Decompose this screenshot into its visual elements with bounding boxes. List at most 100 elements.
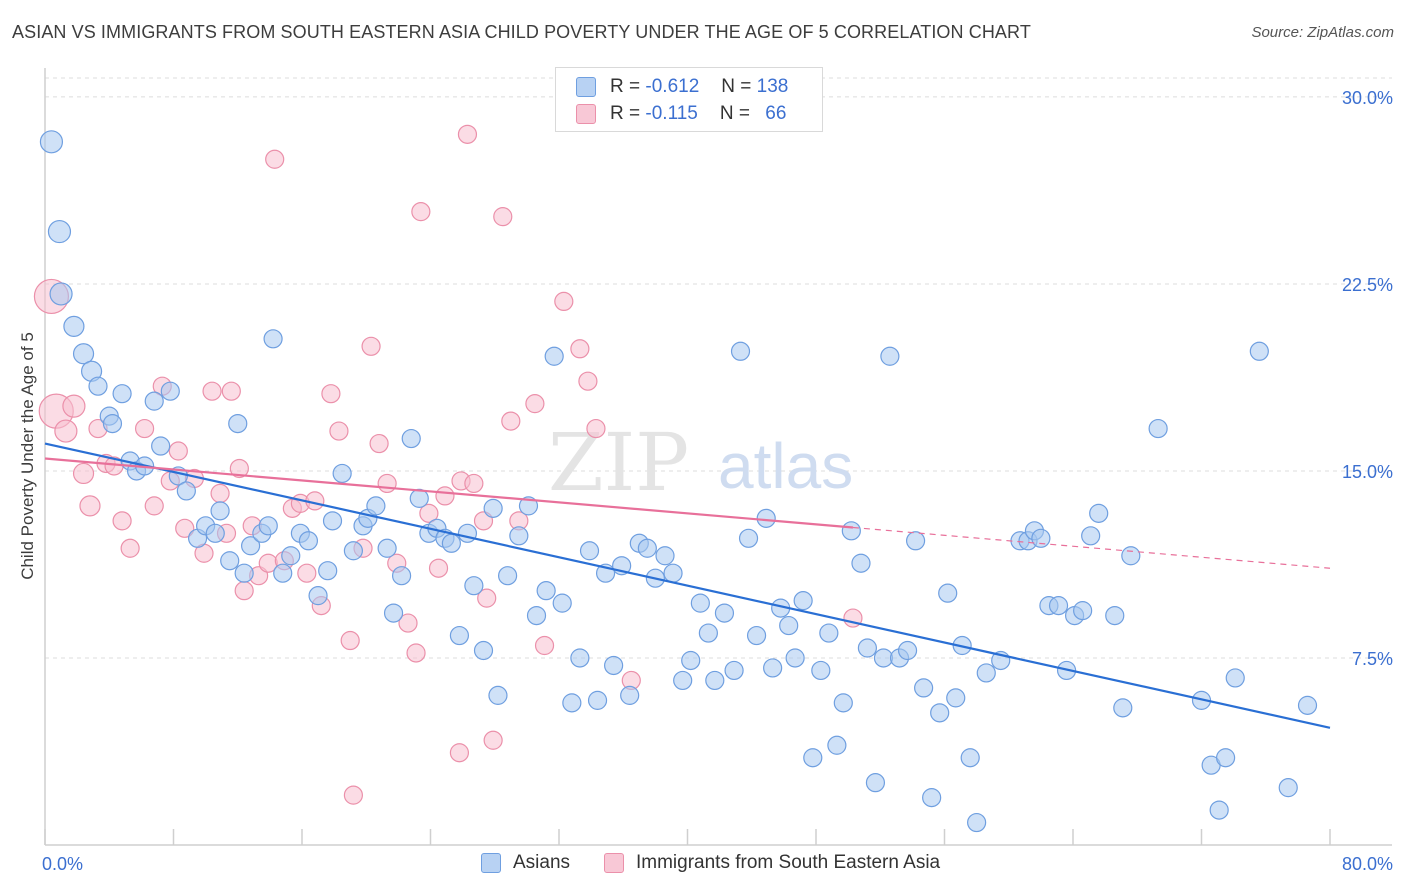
data-point-immigrants: [202, 381, 222, 401]
data-point-immigrants: [134, 418, 155, 439]
data-point-immigrants: [221, 381, 241, 401]
data-point-immigrants: [457, 124, 478, 144]
data-point-asians: [449, 625, 470, 646]
legend-r-value-asians: -0.612: [645, 76, 700, 97]
data-point-immigrants: [411, 202, 431, 222]
data-point-asians: [746, 625, 767, 646]
data-point-asians: [526, 605, 547, 626]
data-point-asians: [914, 678, 934, 698]
data-point-immigrants: [54, 419, 78, 443]
legend-label-immigrants: Immigrants from South Eastern Asia: [636, 852, 941, 873]
data-point-immigrants: [570, 339, 590, 359]
data-point-asians: [332, 463, 352, 484]
tick-labels: 7.5% 15.0% 22.5% 30.0% 0.0% 80.0%: [42, 88, 1393, 874]
data-point-asians: [827, 735, 847, 755]
data-point-immigrants: [483, 730, 503, 750]
data-point-asians: [281, 546, 301, 566]
data-point-asians: [464, 576, 484, 596]
data-point-asians: [587, 690, 608, 710]
data-point-asians: [322, 511, 343, 531]
data-point-asians: [785, 648, 805, 668]
correlation-legend: R = -0.612 N = 138 R = -0.115 N = 66: [555, 67, 823, 132]
y-tick-label: 15.0%: [1342, 462, 1393, 482]
data-point-asians: [49, 282, 73, 306]
data-point-asians: [441, 533, 461, 553]
legend-n-value-asians: 138: [756, 76, 789, 97]
data-point-asians: [851, 553, 871, 573]
data-point-asians: [1249, 341, 1269, 361]
data-point-asians: [976, 663, 996, 683]
data-point-immigrants: [72, 462, 95, 485]
data-point-asians: [620, 685, 640, 705]
data-point-asians: [205, 523, 225, 543]
data-point-asians: [946, 688, 966, 708]
data-point-asians: [570, 648, 590, 668]
data-point-asians: [318, 561, 338, 581]
data-point-immigrants: [554, 291, 574, 312]
data-point-asians: [1048, 596, 1069, 616]
data-point-asians: [47, 219, 72, 244]
legend-item-immigrants[interactable]: Immigrants from South Eastern Asia: [604, 852, 940, 874]
data-point-asians: [690, 593, 710, 613]
data-point-asians: [705, 670, 725, 691]
data-point-asians: [488, 685, 508, 705]
data-point-asians: [897, 640, 918, 661]
data-point-immigrants: [501, 411, 521, 431]
data-point-asians: [698, 623, 718, 643]
data-point-asians: [1031, 528, 1051, 548]
data-point-immigrants: [120, 538, 140, 558]
data-point-asians: [39, 130, 64, 154]
data-point-asians: [938, 583, 958, 603]
data-point-asians: [234, 563, 254, 583]
data-point-immigrants: [361, 336, 381, 356]
data-point-immigrants: [435, 486, 455, 506]
data-point-asians: [663, 563, 683, 583]
watermark-zip: ZIP: [548, 416, 689, 509]
data-point-asians: [922, 788, 942, 808]
data-point-asians: [730, 341, 751, 361]
legend-item-asians[interactable]: Asians: [481, 852, 570, 874]
data-point-asians: [1121, 546, 1141, 566]
data-point-asians: [833, 693, 853, 713]
data-point-asians: [343, 541, 363, 561]
data-point-immigrants: [578, 371, 598, 391]
legend-swatch-immigrants: [604, 853, 624, 873]
y-tick-label: 30.0%: [1342, 88, 1393, 108]
data-point-immigrants: [229, 458, 249, 479]
data-point-asians: [220, 551, 240, 571]
data-point-asians: [228, 413, 248, 434]
data-point-immigrants: [398, 613, 418, 633]
data-point-asians: [960, 748, 980, 768]
data-point-asians: [308, 586, 328, 606]
y-tick-label: 22.5%: [1342, 275, 1393, 295]
data-point-asians: [263, 329, 283, 349]
data-point-asians: [63, 315, 85, 337]
data-point-asians: [930, 703, 950, 723]
data-point-asians: [579, 541, 600, 561]
data-point-immigrants: [377, 473, 397, 494]
data-point-asians: [409, 488, 429, 508]
source-credit: Source: ZipAtlas.com: [1251, 24, 1394, 41]
data-point-immigrants: [464, 473, 484, 494]
data-point-asians: [151, 436, 171, 456]
regression-line-asians: [44, 442, 1331, 729]
data-point-immigrants: [297, 563, 317, 583]
data-point-asians: [865, 773, 886, 793]
data-point-immigrants: [449, 743, 470, 763]
data-point-asians: [1081, 526, 1101, 546]
data-point-asians: [819, 623, 839, 643]
data-point-asians: [366, 496, 386, 516]
data-point-immigrants: [493, 207, 513, 227]
data-point-immigrants: [586, 418, 606, 439]
data-point-asians: [544, 346, 564, 366]
data-point-asians: [457, 523, 478, 543]
data-point-asians: [1297, 695, 1318, 715]
legend-row-asians: R = -0.612 N = 138: [576, 74, 788, 100]
legend-r-label: R =: [610, 103, 641, 124]
data-point-asians: [738, 528, 759, 548]
data-point-immigrants: [321, 384, 341, 404]
data-point-immigrants: [343, 785, 363, 805]
legend-n-label: N =: [721, 76, 752, 97]
regression-lines: [44, 442, 1331, 729]
